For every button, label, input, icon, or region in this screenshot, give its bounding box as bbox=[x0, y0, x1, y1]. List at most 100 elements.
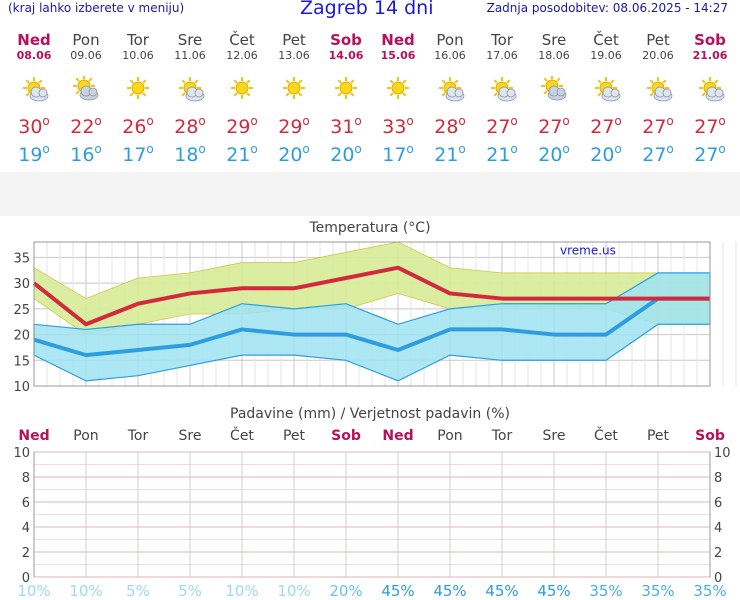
day-name: Čet bbox=[229, 31, 255, 49]
day-column: Tor 10.06 26o 17o bbox=[112, 31, 164, 167]
plot-frame bbox=[33, 241, 711, 387]
day-name: Sre bbox=[177, 31, 203, 49]
day-name: Ned bbox=[17, 31, 51, 49]
location-hint[interactable]: (kraj lahko izberete v meniju) bbox=[8, 1, 185, 15]
day-date: 13.06 bbox=[278, 49, 310, 62]
sun-icon bbox=[112, 76, 164, 106]
y-tick-label-right: 4 bbox=[714, 521, 722, 536]
day-name: Tor bbox=[491, 31, 513, 49]
sun-icon bbox=[268, 76, 320, 106]
day-date: 16.06 bbox=[434, 49, 466, 62]
precip-probability: 45% bbox=[381, 582, 415, 600]
day-date: 19.06 bbox=[590, 49, 622, 62]
y-tick-label-left: 6 bbox=[22, 496, 30, 511]
day-column: Sob 21.06 27o 27o bbox=[684, 31, 736, 167]
max-temperature: 22o bbox=[70, 114, 102, 138]
y-tick-label-right: 0 bbox=[714, 571, 722, 584]
partly-cloudy-icon bbox=[8, 76, 60, 106]
day-date: 09.06 bbox=[70, 49, 102, 62]
day-name: Pet bbox=[282, 31, 306, 49]
day-date: 11.06 bbox=[174, 49, 206, 62]
max-temperature: 27o bbox=[486, 114, 518, 138]
day-column: Čet 19.06 27o 20o bbox=[580, 32, 632, 167]
min-temperature: 17o bbox=[382, 142, 414, 166]
max-temperature: 29o bbox=[226, 114, 258, 138]
y-tick-label-left: 4 bbox=[22, 521, 30, 536]
min-temperature: 20o bbox=[590, 142, 622, 166]
precip-day-label: Ned bbox=[382, 428, 414, 444]
partly-cloudy-icon bbox=[684, 76, 736, 106]
precip-day-label: Pet bbox=[646, 428, 670, 444]
day-column: Sre 18.06 27o 20o bbox=[528, 31, 580, 167]
day-column: Ned 15.06 33o 17o bbox=[372, 32, 424, 167]
day-date: 15.06 bbox=[380, 49, 416, 62]
precip-probability: 35% bbox=[693, 582, 727, 600]
watermark: vreme.us bbox=[560, 243, 616, 257]
precip-probability: 10% bbox=[277, 582, 311, 600]
precip-day-label: Pon bbox=[437, 428, 463, 444]
day-date: 12.06 bbox=[226, 49, 258, 62]
min-temperature: 18o bbox=[174, 142, 206, 166]
partly-cloudy-icon bbox=[424, 76, 476, 106]
max-temperature: 27o bbox=[538, 114, 570, 138]
min-temperature: 27o bbox=[642, 142, 674, 166]
min-temperature: 20o bbox=[278, 142, 310, 166]
day-column: Pon 09.06 22o 16o bbox=[60, 31, 112, 167]
precipitation-probability-row: 10% 10% 5% 5% 10% 10% 20% 45% 45% 45% 45% 35% 35% 35% bbox=[0, 582, 740, 600]
precip-probability: 20% bbox=[329, 582, 363, 600]
y-tick-label-right: 8 bbox=[714, 471, 722, 486]
day-date: 18.06 bbox=[538, 49, 570, 62]
precip-probability: 5% bbox=[178, 582, 202, 600]
min-temperature: 16o bbox=[70, 142, 102, 166]
min-temperature-line bbox=[33, 296, 710, 358]
day-name: Pon bbox=[72, 31, 100, 49]
day-name: Pon bbox=[436, 31, 464, 49]
y-tick-label-right: 10 bbox=[714, 446, 731, 461]
precip-day-label: Ned bbox=[18, 428, 50, 444]
max-temperature: 31o bbox=[330, 114, 362, 138]
y-tick-label: 30 bbox=[13, 277, 30, 292]
precip-day-label: Pet bbox=[282, 428, 306, 444]
cloudy-icon bbox=[528, 75, 580, 106]
precip-probability: 5% bbox=[126, 582, 150, 600]
precip-probability: 45% bbox=[433, 582, 467, 600]
sun-icon bbox=[320, 76, 372, 106]
day-column: Pon 16.06 28o 21o bbox=[424, 31, 476, 167]
precipitation-day-labels: Ned Pon Tor Sre Čet Pet Sob Ned Pon Tor Sre Čet Pet S… bbox=[0, 428, 740, 446]
precipitation-chart-title: Padavine (mm) / Verjetnost padavin (%) bbox=[230, 406, 510, 422]
max-temperature: 26o bbox=[122, 114, 154, 138]
sun-icon bbox=[216, 76, 268, 106]
min-temperature: 17o bbox=[122, 142, 154, 166]
day-date: 21.06 bbox=[692, 49, 728, 62]
min-temperature: 27o bbox=[694, 142, 726, 166]
max-temperature: 27o bbox=[694, 114, 726, 138]
y-tick-label: 10 bbox=[13, 380, 30, 395]
day-date: 17.06 bbox=[486, 49, 518, 62]
precip-day-label: Pon bbox=[73, 428, 99, 444]
precip-day-label: Čet bbox=[230, 428, 254, 444]
y-tick-label-left: 2 bbox=[22, 546, 30, 561]
max-temperature-line bbox=[32, 265, 710, 327]
cloudy-icon bbox=[60, 75, 112, 106]
precip-day-label: Sob bbox=[331, 428, 361, 444]
day-forecast-strip: Ned 08.06 30o 19o Pon 09.06 22o 16o Tor 10.06 26o 1… bbox=[0, 32, 740, 172]
precip-probability: 35% bbox=[589, 582, 623, 600]
min-temperature: 21o bbox=[486, 142, 518, 166]
precip-probability: 10% bbox=[17, 582, 51, 600]
precip-day-label: Sob bbox=[695, 428, 725, 444]
day-date: 20.06 bbox=[642, 49, 674, 62]
y-tick-label: 20 bbox=[13, 329, 30, 344]
day-column: Pet 20.06 27o 27o bbox=[632, 32, 684, 167]
max-temperature: 27o bbox=[590, 114, 622, 138]
day-column: Čet 12.06 29o 21o bbox=[216, 31, 268, 167]
partly-cloudy-icon bbox=[164, 76, 216, 106]
max-temperature: 28o bbox=[434, 114, 466, 138]
max-temperature: 33o bbox=[382, 114, 414, 138]
max-temperature: 28o bbox=[174, 114, 206, 138]
min-temperature: 19o bbox=[18, 142, 50, 166]
day-name: Sre bbox=[541, 31, 567, 49]
min-temperature: 20o bbox=[330, 142, 362, 166]
day-name: Tor bbox=[127, 31, 149, 49]
day-name: Sob bbox=[694, 31, 726, 49]
day-date: 08.06 bbox=[16, 49, 52, 62]
